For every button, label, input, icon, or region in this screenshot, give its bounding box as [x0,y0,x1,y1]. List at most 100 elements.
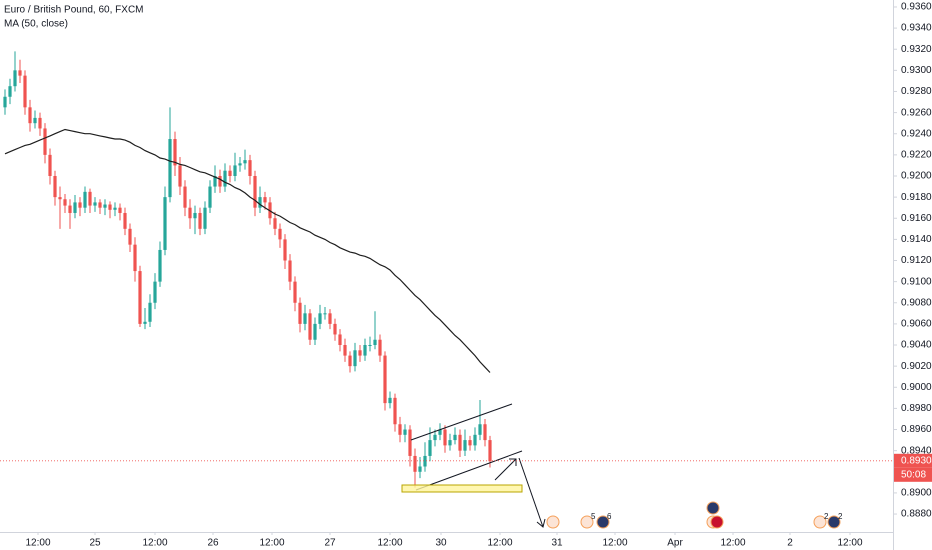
candle-body [303,313,307,324]
y-tick-label: 0.88800 [901,509,932,520]
candle-body [403,429,407,435]
candle-body [238,163,242,166]
candle-body [258,197,262,208]
x-tick-label: 12:00 [142,538,167,549]
candle-body [413,455,417,472]
arrow-up-head [509,458,517,466]
candle-body [188,207,192,219]
candle-body [163,197,167,250]
x-tick-label: 12:00 [25,538,50,549]
candle-body [458,434,462,451]
candle-body [83,191,87,208]
candle-body [178,165,182,187]
candle-body [443,429,447,446]
event-icon [710,515,724,529]
event-count: 6 [607,512,612,521]
candle-body [183,186,187,208]
event-icon [546,515,560,529]
support-zone [401,484,523,493]
x-tick-label: 27 [324,538,336,549]
candle-body [203,207,207,229]
candle-body [148,302,152,322]
candle-body [248,160,252,176]
candle-body [263,197,267,203]
countdown-box [894,467,932,482]
event-icon [596,515,610,529]
candle-body [473,434,477,446]
candle-body [363,345,367,356]
candle-body [393,397,397,425]
candle-body [143,321,147,324]
candle-body [153,281,157,303]
candle-body [243,160,247,164]
candle-body [98,202,102,208]
event-count: 2 [838,512,843,521]
candle-body [53,175,57,198]
candle-body [18,70,22,76]
candle-body [158,249,162,282]
plot [3,51,492,488]
arrow-up [494,458,517,481]
candle-body [223,170,227,187]
event-icons: 5 6 2 2 [546,501,843,529]
candle-body [278,228,282,240]
candle-body [378,339,382,356]
candle-body [233,165,237,176]
candle-body [228,170,232,176]
candle-body [88,191,92,206]
candle-body [138,271,142,324]
x-tick-label: 30 [435,538,447,549]
candle-body [13,70,17,87]
candle-body [348,355,352,367]
candle-body [133,244,137,272]
candle-body [68,205,72,213]
event-count: 5 [591,512,596,521]
candle-body [478,424,482,435]
candle-body [168,139,172,198]
candle-body [338,334,342,346]
indicator-label: MA (50, close) [4,19,68,30]
x-tick-label: 12:00 [259,538,284,549]
candle-body [218,175,222,187]
candle-body [128,228,132,245]
event-icon [580,515,594,529]
candle-body [448,440,452,446]
countdown-label: 50:08 [901,469,926,480]
candle-body [398,424,402,435]
candle-body [213,175,217,187]
x-tick-label: 2 [787,538,793,549]
candle-body [33,117,37,124]
candle-body [103,204,107,208]
candle-body [328,313,332,324]
candle-body [253,175,257,208]
x-tick-label: 31 [551,538,563,549]
candle-body [173,139,177,166]
candle-body [43,128,47,155]
candle-body [283,239,287,261]
candle-body [8,86,12,97]
candle-body [323,313,327,315]
candle-body [208,186,212,208]
candle-body [48,154,52,176]
candle-body [453,434,457,441]
candle-body [418,466,422,472]
event-icon [813,515,827,529]
candle-body [388,397,392,404]
candle-body [358,350,362,356]
event-icon [706,501,720,515]
x-tick-label: 12:00 [377,538,402,549]
channel-lower [415,450,523,491]
drawings [401,403,546,528]
